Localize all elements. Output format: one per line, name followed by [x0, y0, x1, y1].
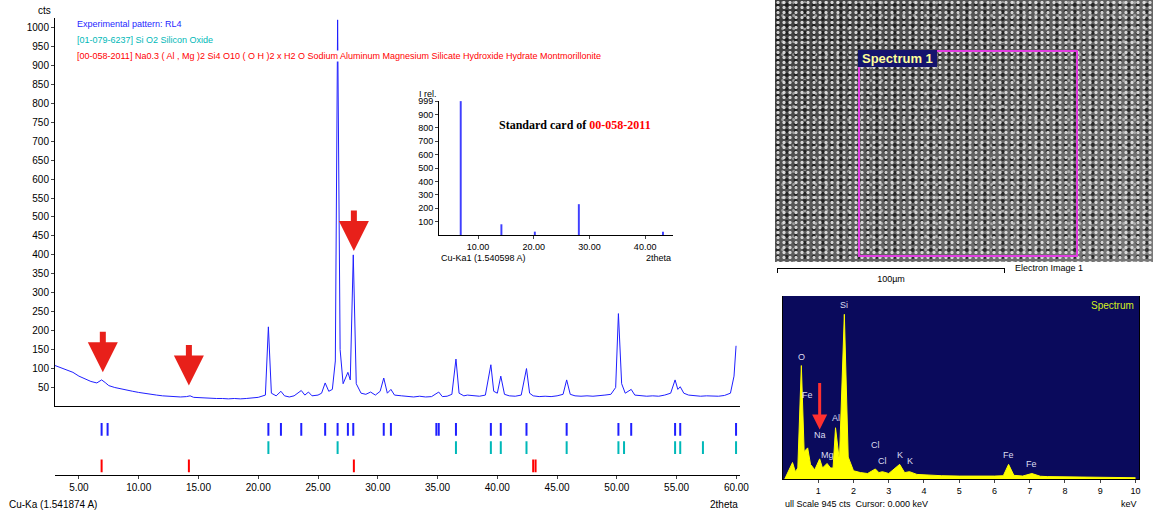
- svg-text:800: 800: [32, 98, 49, 109]
- svg-text:45.00: 45.00: [545, 482, 570, 493]
- svg-text:200: 200: [32, 325, 49, 336]
- svg-text:700: 700: [418, 136, 433, 146]
- svg-text:35.00: 35.00: [425, 482, 450, 493]
- svg-text:Standard card of 00-058-2011: Standard card of 00-058-2011: [499, 118, 651, 132]
- svg-text:800: 800: [418, 123, 433, 133]
- svg-text:8: 8: [1062, 486, 1067, 496]
- svg-text:200: 200: [418, 203, 433, 213]
- svg-text:9: 9: [1098, 486, 1103, 496]
- svg-text:Al: Al: [832, 413, 840, 423]
- svg-text:300: 300: [418, 190, 433, 200]
- svg-text:5: 5: [957, 486, 962, 496]
- svg-text:4: 4: [921, 486, 926, 496]
- svg-text:1000: 1000: [27, 22, 50, 33]
- svg-text:Si: Si: [840, 300, 848, 310]
- svg-text:Cl: Cl: [871, 440, 880, 450]
- svg-text:Na: Na: [814, 430, 826, 440]
- svg-text:55.00: 55.00: [664, 482, 689, 493]
- svg-text:450: 450: [32, 230, 49, 241]
- svg-text:600: 600: [32, 174, 49, 185]
- svg-text:10: 10: [1130, 486, 1140, 496]
- svg-text:Experimental pattern: RL4: Experimental pattern: RL4: [77, 19, 182, 29]
- svg-text:400: 400: [418, 177, 433, 187]
- svg-text:850: 850: [32, 79, 49, 90]
- html-text:Electron Image 1: Electron Image 1: [1015, 263, 1083, 273]
- svg-text:100: 100: [418, 217, 433, 227]
- svg-text:550: 550: [32, 193, 49, 204]
- svg-text:950: 950: [32, 41, 49, 52]
- svg-text:2theta: 2theta: [710, 499, 738, 510]
- svg-text:60.00: 60.00: [724, 482, 749, 493]
- svg-text:Cl: Cl: [878, 456, 887, 466]
- svg-text:25.00: 25.00: [305, 482, 330, 493]
- html-text:Spectrum 1: Spectrum 1: [862, 51, 933, 66]
- svg-text:10.00: 10.00: [126, 482, 151, 493]
- svg-text:100: 100: [32, 363, 49, 374]
- svg-text:Cu-Ka1 (1.540598 A): Cu-Ka1 (1.540598 A): [441, 253, 526, 263]
- svg-text:2: 2: [851, 486, 856, 496]
- svg-text:700: 700: [32, 136, 49, 147]
- svg-text:2theta: 2theta: [646, 253, 671, 263]
- svg-text:[01-079-6237] Si O2 Silicon Ox: [01-079-6237] Si O2 Silicon Oxide: [77, 35, 213, 45]
- svg-text:20.00: 20.00: [246, 482, 271, 493]
- svg-text:Spectrum: Spectrum: [1091, 300, 1134, 311]
- svg-text:40.00: 40.00: [485, 482, 510, 493]
- svg-text:900: 900: [418, 110, 433, 120]
- svg-text:20.00: 20.00: [522, 242, 545, 252]
- svg-text:K: K: [907, 456, 913, 466]
- svg-text:30.00: 30.00: [578, 242, 601, 252]
- svg-text:650: 650: [32, 155, 49, 166]
- svg-text:750: 750: [32, 117, 49, 128]
- svg-text:[00-058-2011] Na0.3 ( Al , Mg: [00-058-2011] Na0.3 ( Al , Mg )2 Si4 O10…: [77, 51, 601, 61]
- svg-text:5.00: 5.00: [69, 482, 89, 493]
- svg-text:500: 500: [32, 211, 49, 222]
- svg-text:999: 999: [418, 96, 433, 106]
- svg-text:O: O: [798, 352, 805, 362]
- svg-text:keV: keV: [1121, 499, 1137, 509]
- svg-text:1: 1: [816, 486, 821, 496]
- svg-text:Fe: Fe: [1026, 459, 1037, 469]
- svg-text:15.00: 15.00: [186, 482, 211, 493]
- svg-text:7: 7: [1027, 486, 1032, 496]
- svg-text:30.00: 30.00: [365, 482, 390, 493]
- svg-text:400: 400: [32, 249, 49, 260]
- svg-text:3: 3: [886, 486, 891, 496]
- svg-text:6: 6: [992, 486, 997, 496]
- svg-text:150: 150: [32, 344, 49, 355]
- html-text:100µm: 100µm: [877, 274, 905, 284]
- svg-text:50.00: 50.00: [604, 482, 629, 493]
- svg-text:ull Scale 945 cts Cursor: 0.0: ull Scale 945 cts Cursor: 0.000 keV: [785, 499, 928, 509]
- svg-text:50: 50: [38, 382, 50, 393]
- svg-text:300: 300: [32, 287, 49, 298]
- svg-text:Fe: Fe: [802, 390, 813, 400]
- svg-text:500: 500: [418, 163, 433, 173]
- svg-text:600: 600: [418, 150, 433, 160]
- svg-text:350: 350: [32, 268, 49, 279]
- svg-text:Mg: Mg: [821, 450, 834, 460]
- svg-text:Cu-Ka (1.541874 A): Cu-Ka (1.541874 A): [9, 499, 97, 510]
- svg-text:10.00: 10.00: [467, 242, 490, 252]
- svg-text:900: 900: [32, 60, 49, 71]
- svg-text:250: 250: [32, 306, 49, 317]
- svg-text:Fe: Fe: [1003, 450, 1014, 460]
- svg-text:K: K: [897, 450, 903, 460]
- svg-text:I rel.: I rel.: [419, 89, 437, 99]
- svg-text:40.00: 40.00: [634, 242, 657, 252]
- svg-text:cts: cts: [38, 5, 51, 16]
